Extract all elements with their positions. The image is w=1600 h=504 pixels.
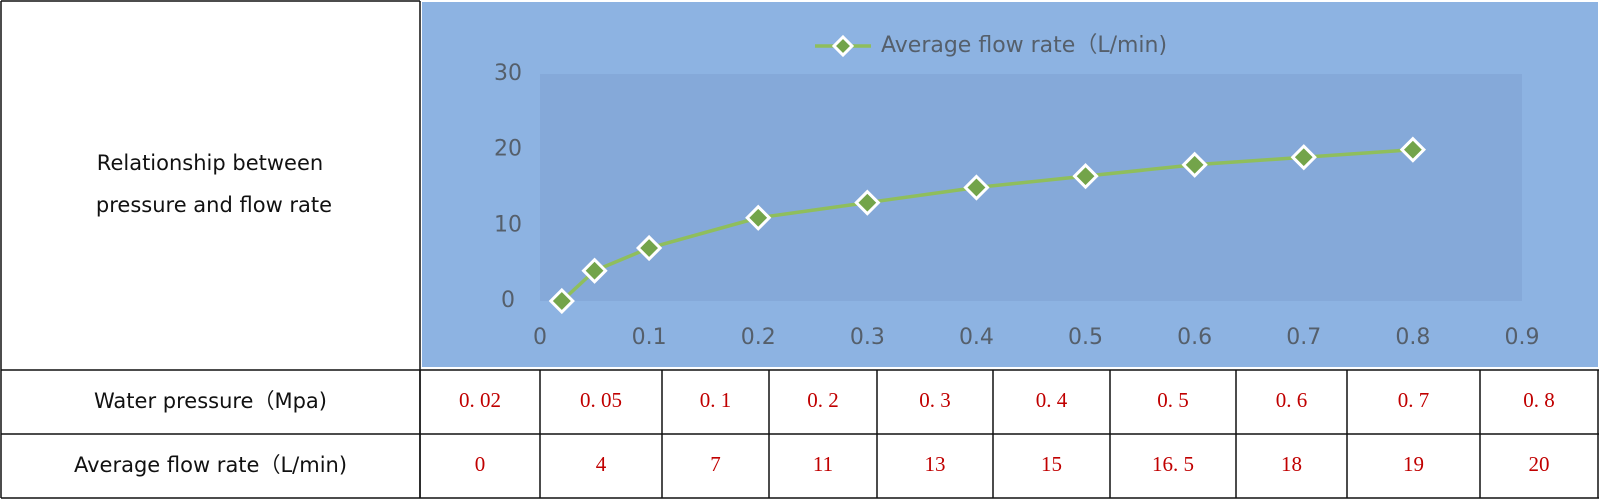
series-line — [560, 147, 1414, 303]
data-point — [854, 189, 881, 216]
x-tick-label: 0.2 — [741, 325, 776, 350]
y-tick-label: 30 — [494, 61, 522, 86]
x-tick-label: 0.3 — [850, 325, 885, 350]
legend-marker — [831, 34, 855, 58]
y-tick-label: 10 — [494, 212, 522, 237]
table-cell: 0 — [475, 452, 486, 476]
table-cell: 18 — [1281, 452, 1302, 476]
x-tick-label: 0.8 — [1395, 325, 1430, 350]
y-tick-label: 0 — [501, 288, 515, 313]
table-cell: 0. 4 — [1036, 388, 1068, 412]
data-point — [1072, 163, 1099, 190]
x-tick-label: 0.7 — [1286, 325, 1321, 350]
table-cell: 20 — [1529, 452, 1550, 476]
x-tick-label: 0.9 — [1505, 325, 1540, 350]
table-cell: 0. 8 — [1523, 388, 1555, 412]
x-tick-label: 0.6 — [1177, 325, 1212, 350]
y-tick-label: 20 — [494, 137, 522, 162]
plot-area — [540, 74, 1522, 301]
table-cell: 0. 2 — [807, 388, 839, 412]
data-point — [963, 174, 990, 201]
x-tick-label: 0.1 — [632, 325, 667, 350]
table-cell: 0. 1 — [700, 388, 732, 412]
table-cell: 19 — [1403, 452, 1424, 476]
table-cell: 7 — [710, 452, 721, 476]
data-point — [635, 234, 663, 262]
table-cell: 0. 5 — [1157, 388, 1189, 412]
data-point — [745, 204, 772, 231]
data-point — [548, 287, 575, 315]
x-tick-label: 0 — [533, 325, 547, 350]
row-header: Relationship between — [97, 151, 323, 175]
row-header: Average flow rate（L/min) — [74, 453, 347, 477]
data-point — [1290, 144, 1317, 171]
table-cell: 16. 5 — [1152, 452, 1194, 476]
table-cell: 0. 7 — [1398, 388, 1430, 412]
table-cell: 4 — [596, 452, 607, 476]
data-point — [1399, 136, 1427, 163]
data-point — [581, 257, 608, 284]
row-header: pressure and flow rate — [96, 193, 332, 217]
row-header: Water pressure（Mpa) — [94, 389, 327, 413]
x-tick-label: 0.5 — [1068, 325, 1103, 350]
table-cell: 0. 6 — [1276, 388, 1308, 412]
table-cell: 0. 02 — [459, 388, 501, 412]
table-cell: 11 — [813, 452, 833, 476]
table-cell: 15 — [1041, 452, 1062, 476]
data-point — [1181, 151, 1208, 178]
legend-label: Average flow rate（L/min) — [881, 33, 1167, 58]
table-cell: 0. 3 — [919, 388, 951, 412]
table-cell: 13 — [925, 452, 946, 476]
x-tick-label: 0.4 — [959, 325, 994, 350]
table-cell: 0. 05 — [580, 388, 622, 412]
